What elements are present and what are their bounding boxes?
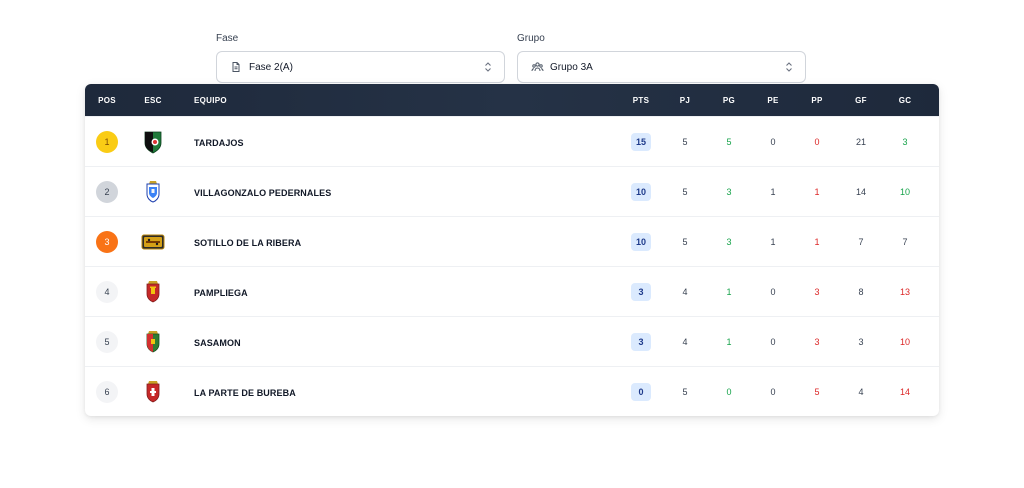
table-row[interactable]: 5 SASAMON 3 4 1 0 3 3 10 — [85, 316, 939, 366]
points-badge: 3 — [631, 332, 651, 351]
table-row[interactable]: 6 LA PARTE DE BUREBA 0 5 0 0 5 4 14 — [85, 366, 939, 416]
fase-select[interactable]: Fase 2(A) — [216, 51, 505, 83]
points-badge: 15 — [631, 132, 651, 151]
played-value: 5 — [682, 136, 688, 147]
position-badge: 4 — [96, 280, 118, 303]
won-value: 3 — [726, 236, 732, 247]
chevron-up-down-icon — [784, 60, 794, 74]
goals-against-value: 10 — [899, 186, 910, 197]
team-name: LA PARTE DE BUREBA — [194, 387, 296, 398]
points-badge: 10 — [631, 232, 651, 251]
team-name: TARDAJOS — [194, 137, 244, 148]
team-crest-icon — [141, 230, 165, 254]
table-header: POS ESC EQUIPO PTS PJ PG PE PP GF GC — [85, 84, 939, 116]
goals-for-value: 4 — [858, 386, 864, 397]
drawn-value: 1 — [770, 186, 776, 197]
points-badge: 0 — [631, 382, 651, 401]
header-pp: PP — [811, 95, 823, 105]
goals-for-value: 21 — [855, 136, 866, 147]
won-value: 5 — [726, 136, 732, 147]
standings-table: POS ESC EQUIPO PTS PJ PG PE PP GF GC 1 T… — [85, 84, 939, 416]
header-gf: GF — [855, 95, 867, 105]
goals-for-value: 3 — [858, 336, 864, 347]
table-row[interactable]: 2 VILLAGONZALO PEDERNALES 10 5 3 1 1 14 … — [85, 166, 939, 216]
table-row[interactable]: 1 TARDAJOS 15 5 5 0 0 21 3 — [85, 116, 939, 166]
position-badge: 2 — [96, 180, 118, 203]
grupo-filter: Grupo Grupo 3A — [517, 32, 806, 83]
won-value: 3 — [726, 186, 732, 197]
grupo-value: Grupo 3A — [550, 61, 593, 73]
lost-value: 0 — [814, 136, 820, 147]
played-value: 4 — [682, 286, 688, 297]
team-crest-icon — [143, 330, 163, 354]
points-badge: 3 — [631, 282, 651, 301]
header-pj: PJ — [679, 95, 691, 105]
played-value: 5 — [682, 186, 688, 197]
header-gc: GC — [898, 95, 912, 105]
team-crest-icon — [143, 280, 163, 304]
goals-against-value: 13 — [899, 286, 910, 297]
header-pts: PTS — [632, 95, 650, 105]
team-crest-icon — [143, 380, 163, 404]
played-value: 5 — [682, 236, 688, 247]
team-name: VILLAGONZALO PEDERNALES — [194, 187, 332, 198]
goals-against-value: 10 — [899, 336, 910, 347]
group-icon — [530, 60, 544, 74]
team-crest-icon — [143, 180, 163, 204]
team-name: PAMPLIEGA — [194, 287, 248, 298]
drawn-value: 1 — [770, 236, 776, 247]
header-pg: PG — [722, 95, 736, 105]
chevron-up-down-icon — [483, 60, 493, 74]
grupo-select[interactable]: Grupo 3A — [517, 51, 806, 83]
played-value: 5 — [682, 386, 688, 397]
team-name: SASAMON — [194, 337, 241, 348]
lost-value: 5 — [814, 386, 820, 397]
drawn-value: 0 — [770, 286, 776, 297]
goals-for-value: 14 — [855, 186, 866, 197]
drawn-value: 0 — [770, 136, 776, 147]
team-crest-icon — [143, 130, 163, 154]
goals-against-value: 7 — [902, 236, 908, 247]
drawn-value: 0 — [770, 336, 776, 347]
won-value: 0 — [726, 386, 732, 397]
lost-value: 1 — [814, 186, 820, 197]
document-icon — [229, 60, 243, 74]
lost-value: 1 — [814, 236, 820, 247]
goals-against-value: 3 — [902, 136, 908, 147]
goals-against-value: 14 — [899, 386, 910, 397]
position-badge: 6 — [96, 380, 118, 403]
lost-value: 3 — [814, 286, 820, 297]
position-badge: 1 — [96, 130, 118, 153]
header-esc: ESC — [144, 95, 162, 105]
position-badge: 5 — [96, 330, 118, 353]
goals-for-value: 7 — [858, 236, 864, 247]
header-pe: PE — [767, 95, 779, 105]
lost-value: 3 — [814, 336, 820, 347]
fase-value: Fase 2(A) — [249, 61, 293, 73]
position-badge: 3 — [96, 230, 118, 253]
table-row[interactable]: 4 PAMPLIEGA 3 4 1 0 3 8 13 — [85, 266, 939, 316]
grupo-label: Grupo — [517, 33, 545, 44]
won-value: 1 — [726, 286, 732, 297]
played-value: 4 — [682, 336, 688, 347]
table-row[interactable]: 3 SOTILLO DE LA RIBERA 10 5 3 1 1 7 7 — [85, 216, 939, 266]
points-badge: 10 — [631, 182, 651, 201]
fase-filter: Fase Fase 2(A) — [216, 32, 505, 83]
filters-bar: Fase Fase 2(A) Grupo Gr — [216, 32, 806, 83]
goals-for-value: 8 — [858, 286, 864, 297]
header-equipo: EQUIPO — [194, 95, 227, 105]
header-pos: POS — [98, 95, 116, 105]
drawn-value: 0 — [770, 386, 776, 397]
fase-label: Fase — [216, 33, 239, 44]
team-name: SOTILLO DE LA RIBERA — [194, 237, 302, 248]
won-value: 1 — [726, 336, 732, 347]
